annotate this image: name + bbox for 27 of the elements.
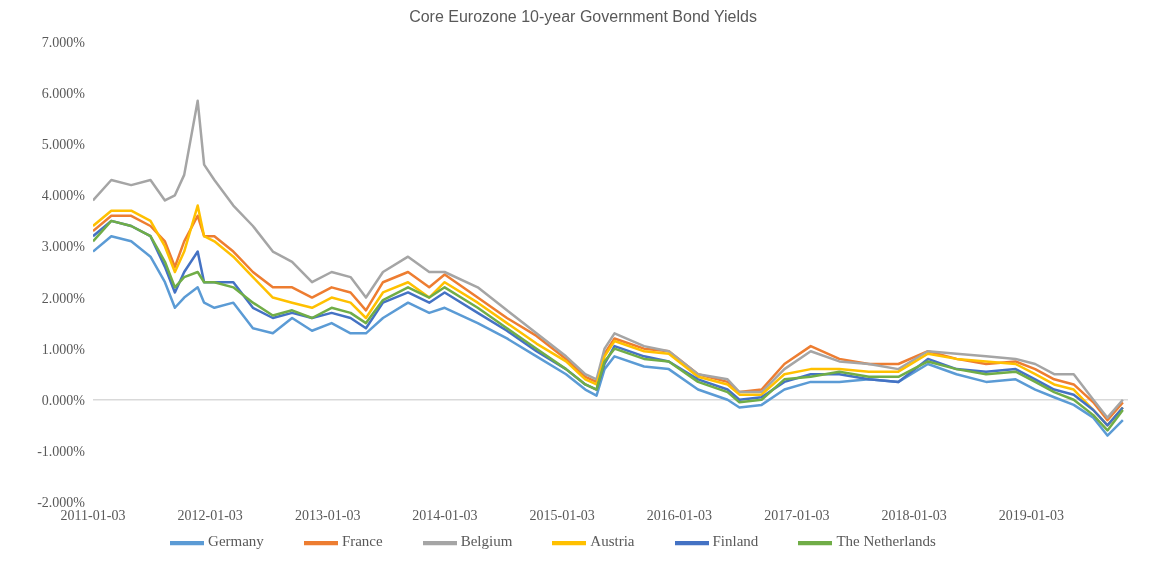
y-tick-label: -1.000% bbox=[37, 443, 86, 459]
legend-label: Germany bbox=[208, 533, 264, 550]
y-tick-label: 4.000% bbox=[41, 188, 86, 204]
y-tick-label: 2.000% bbox=[41, 290, 86, 306]
line-series bbox=[93, 99, 1125, 419]
x-tick-label: 2011-01-03 bbox=[60, 507, 126, 523]
x-tick-label: 2019-01-03 bbox=[998, 507, 1064, 523]
legend-label: Belgium bbox=[460, 533, 513, 550]
chart-title: Core Eurozone 10-year Government Bond Yields bbox=[408, 8, 758, 27]
x-tick-label: 2014-01-03 bbox=[412, 507, 478, 523]
y-tick-label: 6.000% bbox=[41, 86, 86, 102]
y-tick-label: 5.000% bbox=[41, 137, 86, 153]
y-tick-label: 3.000% bbox=[41, 239, 86, 255]
x-tick-label: 2012-01-03 bbox=[177, 507, 243, 523]
legend-label: The Netherlands bbox=[836, 533, 936, 550]
legend-label: Austria bbox=[590, 533, 635, 550]
x-tick-label: 2013-01-03 bbox=[295, 507, 361, 523]
legend-label: Finland bbox=[712, 533, 759, 550]
x-tick-label: 2017-01-03 bbox=[764, 507, 830, 523]
x-tick-label: 2016-01-03 bbox=[646, 507, 713, 523]
x-tick-label: 2018-01-03 bbox=[881, 507, 947, 523]
x-tick-label: 2015-01-03 bbox=[529, 507, 595, 523]
y-tick-label: 1.000% bbox=[41, 341, 86, 357]
y-tick-label: 0.000% bbox=[41, 392, 86, 408]
y-tick-label: 7.000% bbox=[41, 34, 86, 50]
y-tick-label: -2.000% bbox=[37, 494, 86, 510]
legend-label: France bbox=[341, 533, 383, 550]
